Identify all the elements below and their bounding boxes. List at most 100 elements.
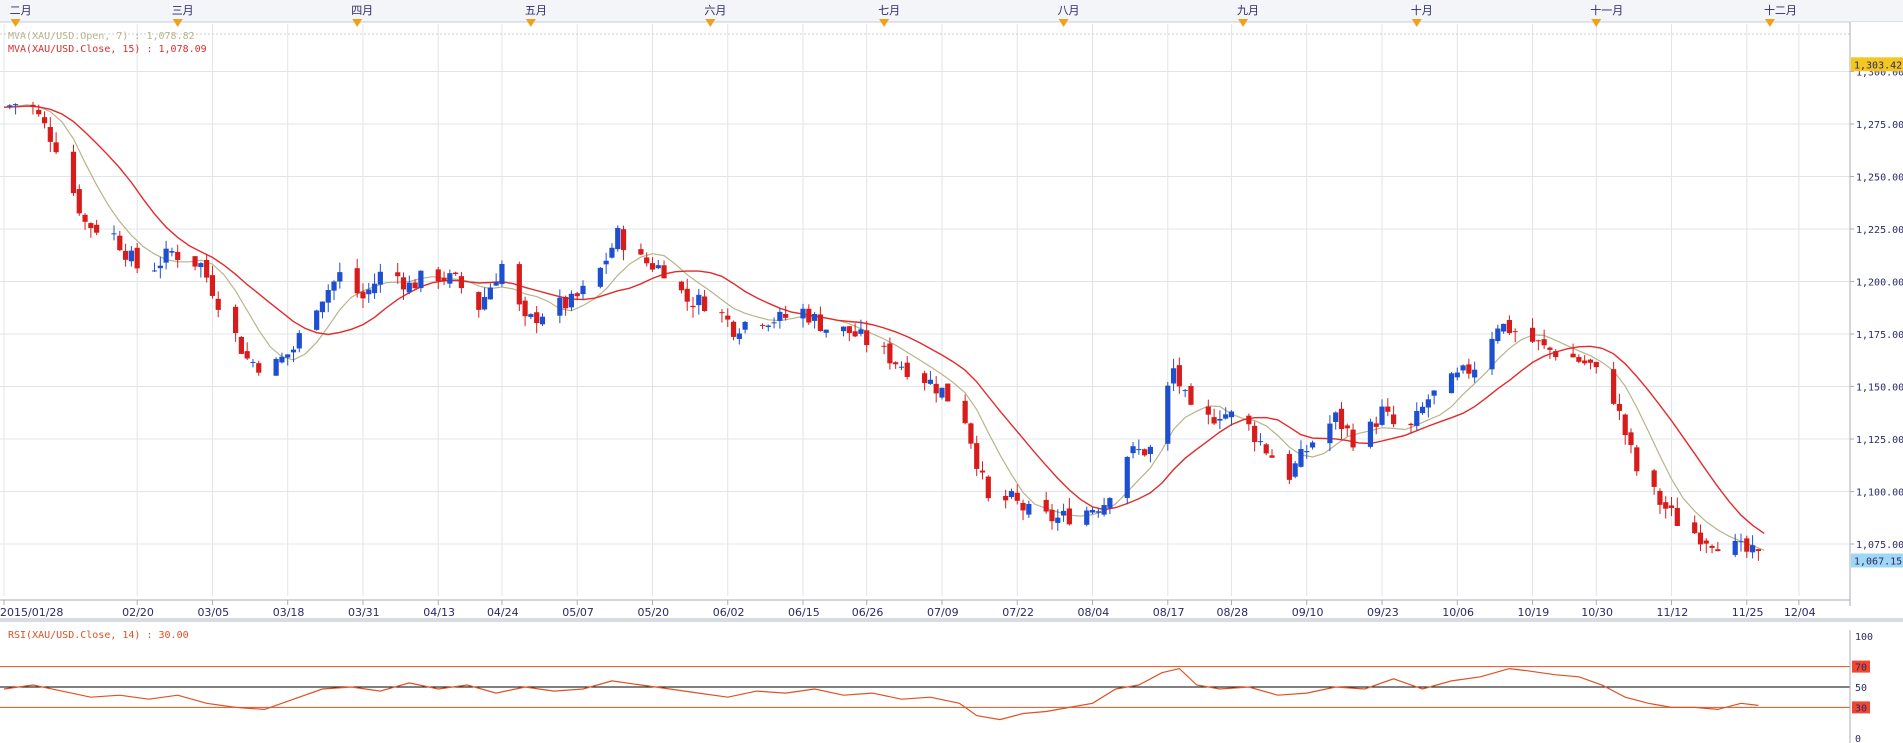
candle-body <box>337 272 343 282</box>
candle-body <box>1593 361 1599 368</box>
candle-body <box>684 288 690 302</box>
candle-body <box>1089 509 1096 513</box>
price-tag-bg <box>1851 57 1903 72</box>
candle-body <box>1715 549 1721 552</box>
candle-body <box>1327 423 1333 444</box>
candle-body <box>979 470 986 473</box>
price-legend: MVA(XAU/USD.Open, 7) : 1,078.82 MVA(XAU/… <box>8 31 207 55</box>
panel-separator[interactable] <box>0 618 1903 622</box>
month-label: 三月 <box>172 4 194 17</box>
candle-body <box>290 349 297 353</box>
candle-body <box>279 356 285 363</box>
candle-body <box>719 312 725 314</box>
price-tag-label: 1,067.15 <box>1854 556 1902 567</box>
x-tick-label: 04/13 <box>423 606 455 619</box>
candle-body <box>1501 323 1507 332</box>
candle-body <box>927 379 933 384</box>
candle-body <box>701 296 708 312</box>
price-panel[interactable]: 二月 三月 四月 五月 六月 七月 八月 九月 十月 十一月 十二月 MVA(XAU/USD.Ope… <box>0 0 1903 619</box>
candle-body <box>1176 365 1182 387</box>
candle-body <box>1292 463 1298 477</box>
moving-average-lines <box>3 104 1765 551</box>
ma-open-7-line <box>3 104 1765 551</box>
x-tick-label: 08/28 <box>1216 606 1248 619</box>
candle-body <box>1425 399 1431 408</box>
candle-body <box>690 305 696 308</box>
candle-body <box>522 300 528 317</box>
candle-body <box>1188 385 1194 405</box>
candle-body <box>1628 432 1634 446</box>
candle-body <box>377 271 383 285</box>
month-label: 十月 <box>1411 3 1433 17</box>
candle-body <box>1147 446 1154 455</box>
candle-body <box>76 189 82 214</box>
candle-body <box>968 423 974 444</box>
candle-body <box>933 383 939 394</box>
candle-body <box>1136 449 1142 451</box>
candle-body <box>1338 408 1345 430</box>
candle-body <box>1269 455 1275 458</box>
legend-rsi: RSI(XAU/USD.Close, 14) : 30.00 <box>8 630 189 641</box>
candle-body <box>1657 490 1663 505</box>
candle-body <box>487 287 493 300</box>
month-marker <box>1591 19 1602 27</box>
price-tag-label: 1,303.42 <box>1854 60 1902 71</box>
candle-body <box>1749 545 1756 553</box>
candle-body <box>800 308 806 319</box>
candle-body <box>881 345 887 347</box>
month-label: 二月 <box>10 4 32 17</box>
candlestick-series[interactable] <box>7 101 1761 561</box>
candle-body <box>1576 357 1582 362</box>
candle-body <box>1663 502 1669 509</box>
candle-body <box>1587 359 1594 363</box>
rsi-level-tag <box>1852 660 1870 673</box>
candle-body <box>840 326 847 332</box>
x-tick-label: 10/30 <box>1581 606 1613 619</box>
candle-body <box>1246 415 1252 425</box>
rsi-panel[interactable]: RSI(XAU/USD.Close, 14) : 30.00 100 70 50 30… <box>0 628 1873 743</box>
candle-body <box>163 248 169 263</box>
candle-body <box>1124 456 1130 498</box>
candle-body <box>70 151 77 194</box>
candle-body <box>539 316 546 325</box>
candle-body <box>615 227 621 250</box>
candle-body <box>36 109 42 115</box>
candle-body <box>1026 503 1032 515</box>
month-marker <box>1238 19 1249 27</box>
candle-body <box>1217 418 1223 421</box>
x-tick-label: 07/22 <box>1002 606 1034 619</box>
rsi-tick-label: 100 <box>1855 632 1873 643</box>
candle-body <box>649 263 656 270</box>
candle-body <box>898 366 905 368</box>
candle-body <box>568 293 575 308</box>
candle-body <box>1367 421 1374 447</box>
candle-body <box>12 104 19 106</box>
x-tick-label: 07/09 <box>927 606 959 619</box>
candle-body <box>1431 390 1437 396</box>
candle-body <box>1495 328 1501 342</box>
candle-body <box>620 229 627 251</box>
x-tick-label: 02/20 <box>122 606 154 619</box>
candle-body <box>1107 498 1113 508</box>
rsi-level-tag <box>1852 701 1870 714</box>
candle-body <box>945 383 951 402</box>
candle-body <box>400 277 407 290</box>
x-tick-label: 03/18 <box>273 606 305 619</box>
candle-body <box>603 260 609 265</box>
candle-body <box>1709 545 1715 548</box>
candle-body <box>1373 423 1379 427</box>
candle-body <box>1084 510 1090 525</box>
candle-body <box>1408 423 1414 426</box>
candle-body <box>1066 508 1072 525</box>
candle-body <box>1043 499 1049 512</box>
candle-body <box>696 294 702 306</box>
candle-body <box>1142 449 1148 456</box>
candle-body <box>1541 339 1547 346</box>
y-tick-label: 1,275.00 <box>1856 120 1903 131</box>
candle-body <box>1489 338 1495 370</box>
top-month-axis: 二月 三月 四月 五月 六月 七月 八月 九月 十月 十一月 十二月 <box>0 0 1903 27</box>
month-marker <box>879 19 890 27</box>
candle-body <box>1205 406 1211 415</box>
candle-body <box>1674 507 1680 526</box>
